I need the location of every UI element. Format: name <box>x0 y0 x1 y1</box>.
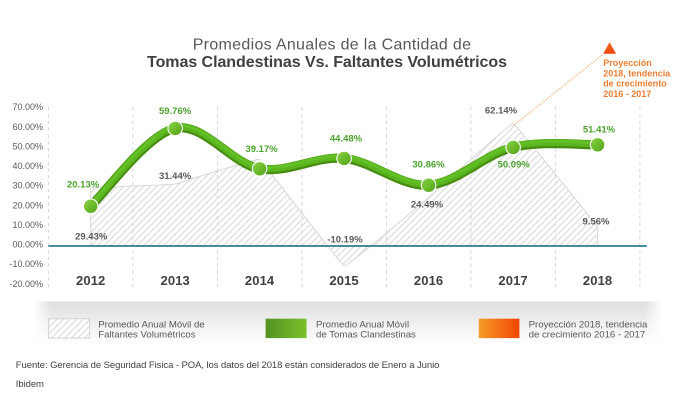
svg-text:70.00%: 70.00% <box>12 102 43 112</box>
svg-text:2018, tendencia: 2018, tendencia <box>603 68 671 78</box>
svg-text:-20.00%: -20.00% <box>9 279 43 289</box>
svg-text:2012: 2012 <box>76 273 105 288</box>
svg-text:62.14%: 62.14% <box>485 105 518 116</box>
svg-text:de Tomas Clandestinas: de Tomas Clandestinas <box>316 330 416 341</box>
svg-text:Promedios Anuales de la Cantid: Promedios Anuales de la Cantidad de <box>193 37 472 54</box>
svg-text:-10.00%: -10.00% <box>9 259 43 269</box>
svg-text:2015: 2015 <box>329 273 358 288</box>
svg-text:Tomas Clandestinas Vs. Faltant: Tomas Clandestinas Vs. Faltantes Volumét… <box>147 54 507 71</box>
svg-text:Fuente: Gerencia de Seguridad: Fuente: Gerencia de Seguridad Fisica - P… <box>16 360 440 371</box>
svg-text:Promedio Anual Móvil: Promedio Anual Móvil <box>316 320 409 331</box>
svg-text:59.76%: 59.76% <box>159 106 192 117</box>
svg-text:2016 - 2017: 2016 - 2017 <box>603 89 651 99</box>
svg-text:Proyección 2018, tendencia: Proyección 2018, tendencia <box>529 320 648 331</box>
svg-text:2013: 2013 <box>161 273 190 288</box>
svg-text:60.00%: 60.00% <box>12 122 43 132</box>
svg-text:44.48%: 44.48% <box>330 134 363 145</box>
svg-text:00.00%: 00.00% <box>12 240 43 250</box>
svg-text:20.00%: 20.00% <box>12 200 43 210</box>
svg-text:Ibidem: Ibidem <box>16 379 44 390</box>
svg-text:Faltantes Volumétricos: Faltantes Volumétricos <box>98 330 196 341</box>
svg-text:de crecimiento 2016 - 2017: de crecimiento 2016 - 2017 <box>529 330 646 341</box>
svg-text:50.00%: 50.00% <box>12 141 43 151</box>
svg-text:2016: 2016 <box>414 273 443 288</box>
svg-text:31.44%: 31.44% <box>159 171 192 182</box>
svg-text:de crecimiento: de crecimiento <box>603 79 667 89</box>
svg-text:Proyección: Proyección <box>603 58 652 68</box>
svg-text:51.41%: 51.41% <box>583 125 616 136</box>
svg-text:2018: 2018 <box>583 273 612 288</box>
svg-text:2017: 2017 <box>498 273 527 288</box>
svg-text:24.49%: 24.49% <box>411 200 444 211</box>
svg-text:39.17%: 39.17% <box>245 144 278 155</box>
svg-text:29.43%: 29.43% <box>75 231 108 242</box>
svg-text:30.86%: 30.86% <box>412 159 445 170</box>
svg-text:50.09%: 50.09% <box>498 160 531 171</box>
svg-text:10.00%: 10.00% <box>12 220 43 230</box>
svg-text:-10.19%: -10.19% <box>327 234 363 245</box>
svg-text:20.13%: 20.13% <box>67 180 100 191</box>
svg-text:2014: 2014 <box>245 273 275 288</box>
svg-text:9.56%: 9.56% <box>583 216 610 227</box>
svg-text:40.00%: 40.00% <box>12 161 43 171</box>
svg-text:Promedio Anual Móvil de: Promedio Anual Móvil de <box>98 320 204 331</box>
svg-text:30.00%: 30.00% <box>12 181 43 191</box>
